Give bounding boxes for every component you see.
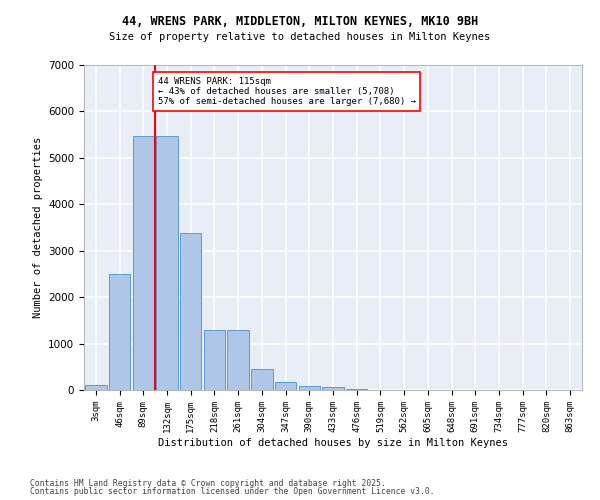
Bar: [275, 382, 296, 390]
Bar: [346, 389, 367, 390]
Text: 44, WRENS PARK, MIDDLETON, MILTON KEYNES, MK10 9BH: 44, WRENS PARK, MIDDLETON, MILTON KEYNES…: [122, 15, 478, 28]
Text: Contains HM Land Registry data © Crown copyright and database right 2025.: Contains HM Land Registry data © Crown c…: [30, 478, 386, 488]
Bar: [109, 274, 130, 390]
Text: 44 WRENS PARK: 115sqm
← 43% of detached houses are smaller (5,708)
57% of semi-d: 44 WRENS PARK: 115sqm ← 43% of detached …: [158, 76, 416, 106]
Bar: [251, 368, 272, 390]
Text: Size of property relative to detached houses in Milton Keynes: Size of property relative to detached ho…: [109, 32, 491, 42]
Y-axis label: Number of detached properties: Number of detached properties: [32, 137, 43, 318]
Bar: [157, 136, 178, 390]
Bar: [133, 136, 154, 390]
Text: Contains public sector information licensed under the Open Government Licence v3: Contains public sector information licen…: [30, 487, 434, 496]
Bar: [204, 330, 225, 390]
X-axis label: Distribution of detached houses by size in Milton Keynes: Distribution of detached houses by size …: [158, 438, 508, 448]
Bar: [85, 386, 107, 390]
Bar: [299, 386, 320, 390]
Bar: [227, 330, 249, 390]
Bar: [180, 233, 202, 390]
Bar: [322, 388, 344, 390]
